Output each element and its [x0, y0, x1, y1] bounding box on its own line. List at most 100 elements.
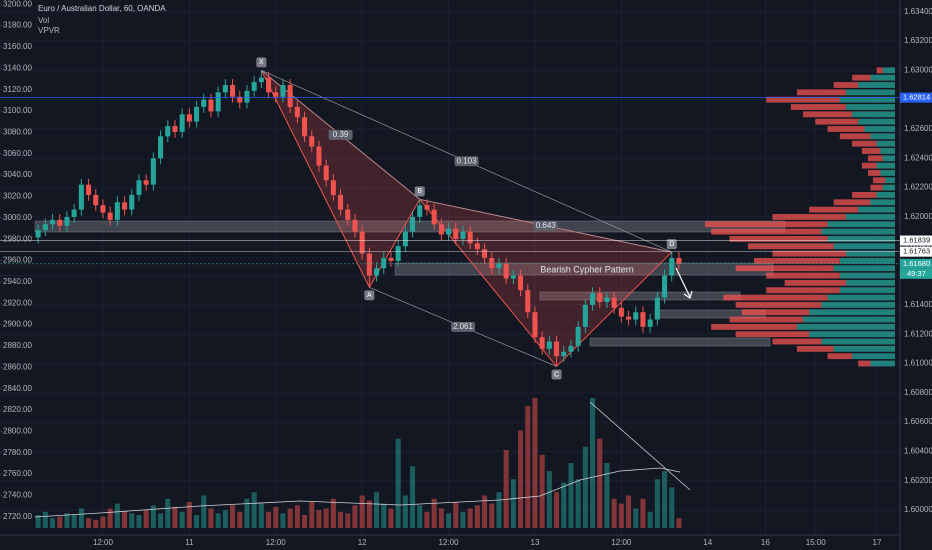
vpvr-down — [747, 243, 834, 250]
volume-bar — [42, 511, 48, 528]
y2-tick-label: 3140.00 — [3, 63, 32, 72]
volume-bar — [633, 508, 639, 528]
candle-body — [410, 216, 416, 232]
vpvr-up — [876, 192, 895, 198]
ratio-label: 0.643 — [536, 221, 557, 230]
vpvr-up — [833, 265, 895, 272]
price-label-box — [900, 246, 932, 257]
y2-tick-label: 2980.00 — [3, 234, 32, 243]
vpvr-up — [864, 126, 895, 132]
volume-bar — [611, 498, 617, 528]
vpvr-up — [870, 74, 895, 81]
volume-bar — [352, 505, 358, 528]
vpvr-down — [868, 170, 881, 176]
candle-body — [532, 312, 538, 338]
vpvr-down — [729, 235, 828, 242]
volume-bar — [330, 498, 336, 528]
volume-bar — [294, 505, 300, 528]
candle-body — [388, 257, 394, 261]
volume-bar — [417, 505, 423, 528]
volume-bar — [165, 498, 171, 528]
vpvr-up — [833, 345, 895, 352]
volume-bar — [395, 438, 401, 528]
candle-body — [640, 312, 646, 327]
vpvr-up — [839, 96, 895, 103]
y-tick-label: 1.60400 — [904, 447, 932, 456]
y-tick-label: 1.63000 — [904, 65, 932, 74]
vpvr-down — [861, 148, 881, 154]
candle-body — [604, 297, 610, 302]
volume-bar — [251, 492, 257, 528]
volume-bar — [474, 505, 480, 528]
candle-body — [215, 92, 221, 112]
candle-body — [518, 275, 524, 291]
vpvr-down — [852, 140, 877, 147]
candle-body — [417, 205, 423, 217]
y-tick-label: 1.60200 — [904, 476, 932, 485]
volume-bar — [35, 515, 41, 528]
candle-body — [273, 92, 279, 97]
y2-tick-label: 3100.00 — [3, 106, 32, 115]
y2-tick-label: 3180.00 — [3, 21, 32, 30]
zone — [34, 220, 786, 233]
candle-body — [93, 194, 99, 206]
y2-tick-label: 3160.00 — [3, 42, 32, 51]
candle-body — [395, 246, 401, 261]
vpvr-down — [741, 309, 810, 316]
volume-bar — [323, 508, 329, 528]
y-tick-label: 1.60600 — [904, 417, 932, 426]
candle-body — [489, 257, 495, 269]
candle-body — [510, 275, 516, 279]
candle-body — [172, 126, 178, 132]
vpvr-up — [839, 272, 895, 279]
vpvr-up — [809, 309, 895, 316]
vpvr-down — [833, 199, 871, 206]
x-tick-label: 11 — [185, 538, 194, 547]
volume-bar — [654, 479, 660, 528]
volume-bar — [215, 513, 221, 528]
candle-body — [129, 194, 135, 210]
candle-body — [568, 345, 574, 352]
vpvr-up — [839, 257, 895, 264]
vpvr-down — [858, 360, 871, 367]
vpvr-up — [845, 104, 895, 110]
candle-body — [352, 219, 358, 232]
y2-tick-label: 2920.00 — [3, 298, 32, 307]
candle-body — [165, 126, 171, 137]
y-tick-label: 1.62400 — [904, 153, 932, 162]
volume-bar — [626, 495, 632, 528]
y2-tick-label: 2860.00 — [3, 362, 32, 371]
volume-bar — [539, 454, 545, 528]
volume-bar — [453, 502, 459, 528]
candle-body — [554, 341, 560, 357]
candle-body — [230, 85, 236, 97]
candle-body — [575, 326, 581, 346]
vpvr-down — [754, 257, 840, 264]
volume-bar — [222, 510, 228, 528]
candle-body — [482, 249, 488, 258]
candle-body — [35, 230, 41, 238]
x-tick-label: 12:00 — [266, 538, 287, 547]
volume-bar — [388, 508, 394, 528]
countdown-box — [900, 268, 932, 279]
price-levels — [0, 97, 900, 265]
candle-body — [186, 114, 192, 122]
volume-bar — [676, 518, 682, 528]
volume-bar — [669, 487, 675, 528]
vpvr-up — [858, 206, 895, 213]
vpvr-down — [839, 133, 871, 140]
volume-bar — [71, 515, 77, 528]
candle-body — [316, 146, 322, 166]
volume-bar — [366, 500, 372, 528]
point-label: C — [554, 371, 559, 378]
x-tick-label: 15:00 — [806, 538, 827, 547]
point-label: X — [259, 59, 264, 66]
y2-tick-label: 2760.00 — [3, 469, 32, 478]
candle-body — [179, 114, 185, 132]
volume-bar — [244, 498, 250, 528]
volume-bar — [287, 508, 293, 528]
volume-bar — [647, 511, 653, 528]
ratio-box — [454, 156, 479, 167]
candle-body — [546, 341, 552, 349]
ratio-box — [533, 220, 558, 231]
